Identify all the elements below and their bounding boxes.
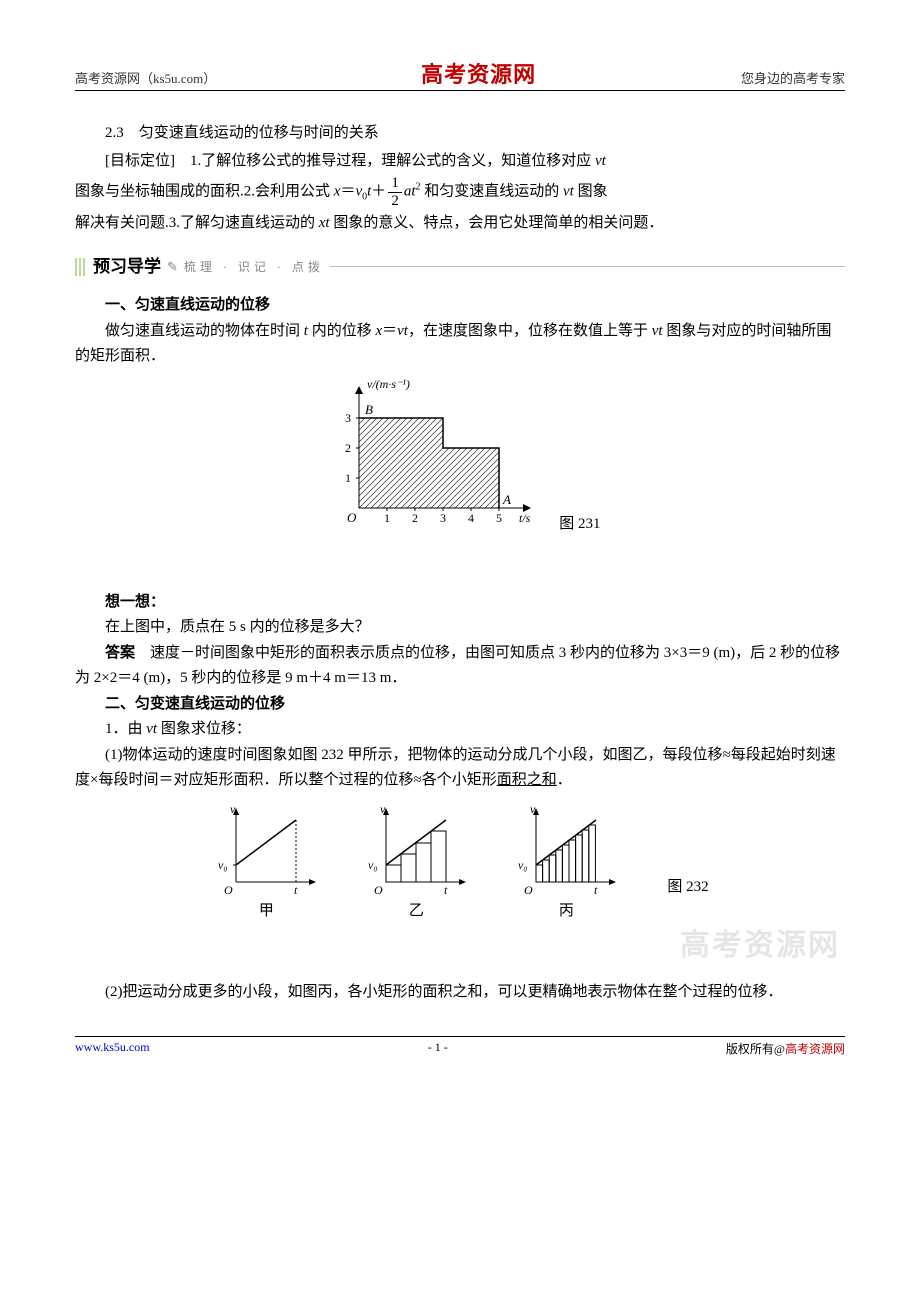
- s2p1: (1)物体运动的速度时间图象如图 232 甲所示，把物体的运动分成几个小段，如图…: [75, 747, 836, 789]
- fig232-svg-1: v v₀ O t: [211, 802, 321, 897]
- goal-text-2: 图象与坐标轴围成的面积.2.会利用公式: [75, 183, 334, 199]
- header-center: 高考资源网: [421, 57, 536, 89]
- footer-right-post: 高考资源网: [785, 1042, 845, 1056]
- pencil-icon: ✎: [167, 256, 178, 278]
- answer-text: 速度－时间图象中矩形的面积表示质点的位移，由图可知质点 3 秒内的位移为 3×3…: [75, 645, 840, 687]
- fig232-svg-2: v v₀ O t: [361, 802, 471, 897]
- band-stripes-icon: [75, 258, 87, 276]
- formula-fraction: 12: [388, 175, 402, 209]
- p2-t: t: [444, 883, 448, 897]
- document-body: 2.3 匀变速直线运动的位移与时间的关系 [目标定位] 1.了解位移公式的推导过…: [75, 121, 845, 1006]
- formula-eq: ＝: [340, 183, 355, 199]
- section-2-line1: 1．由 vt 图象求位移：: [75, 717, 845, 743]
- ytick-3: 3: [345, 411, 351, 425]
- ytick-2: 2: [345, 441, 351, 455]
- goal-it-xt: xt: [319, 215, 330, 231]
- p3-O: O: [524, 883, 533, 897]
- s1d: ，在速度图象中，位移在数值上等于: [408, 323, 652, 339]
- band-tags: 梳理 · 识记 · 点拨: [184, 257, 324, 277]
- footer-right: 版权所有@高考资源网: [726, 1040, 845, 1057]
- p2-O: O: [374, 883, 383, 897]
- xtick-4: 4: [468, 511, 474, 525]
- header-left: 高考资源网（ks5u.com）: [75, 68, 216, 87]
- s2l1-vt: vt: [146, 721, 157, 737]
- header-right: 您身边的高考专家: [741, 68, 845, 87]
- p1-v0: v₀: [218, 858, 228, 872]
- s1a: 做匀速直线运动的物体在时间: [105, 323, 304, 339]
- s2p1-end: ．: [557, 772, 572, 788]
- p1-ylabel: v: [230, 802, 236, 816]
- s1c: ＝: [382, 323, 397, 339]
- fig232-svg-3: v v₀ O t: [511, 802, 621, 897]
- section-2-p1: (1)物体运动的速度时间图象如图 232 甲所示，把物体的运动分成几个小段，如图…: [75, 743, 845, 794]
- goal-text-5: 解决有关问题.3.了解匀速直线运动的: [75, 215, 319, 231]
- answer-label: 答案: [105, 645, 135, 661]
- page-header: 高考资源网（ks5u.com） 高考资源网 您身边的高考专家: [75, 55, 845, 91]
- xtick-5: 5: [496, 511, 502, 525]
- s2p1-underline: 面积之和: [497, 772, 557, 788]
- footer-right-pre: 版权所有: [726, 1042, 774, 1056]
- section-number-title: 2.3 匀变速直线运动的位移与时间的关系: [75, 121, 845, 147]
- frac-den: 2: [388, 193, 402, 210]
- figure-231-caption: 图 231: [559, 512, 600, 538]
- figure-232-caption: 图 232: [667, 875, 708, 901]
- goal-paragraph: [目标定位] 1.了解位移公式的推导过程，理解公式的含义，知道位移对应 vt: [75, 147, 845, 176]
- p2-v0: v₀: [368, 858, 378, 872]
- footer-center: - 1 -: [428, 1040, 448, 1055]
- goal-it-vt-1: vt: [595, 153, 606, 169]
- s1-vt: vt: [397, 323, 408, 339]
- fig232-cap-1: 甲: [211, 899, 321, 925]
- goal-paragraph-3: 解决有关问题.3.了解匀速直线运动的 xt 图象的意义、特点，会用它处理简单的相…: [75, 209, 845, 238]
- section-1-title: 一、匀速直线运动的位移: [75, 293, 845, 319]
- goal-label: [目标定位]: [105, 153, 190, 169]
- p1-t: t: [294, 883, 298, 897]
- p3-v0: v₀: [518, 858, 528, 872]
- svg-text:O: O: [347, 510, 357, 525]
- footer-left: www.ks5u.com: [75, 1040, 150, 1055]
- p1-O: O: [224, 883, 233, 897]
- fig232-panel-2: v v₀ O t 乙: [361, 802, 471, 925]
- s1-vt2: vt: [652, 323, 663, 339]
- point-A-label: A: [502, 492, 511, 507]
- band-line: [330, 266, 845, 267]
- p3-ylabel: v: [530, 802, 536, 816]
- p2-ylabel: v: [380, 802, 386, 816]
- formula-plus: ＋: [371, 183, 386, 199]
- figure-231-svg: 1 2 3 1 2 3 4 5 B A O v/(m·s⁻¹): [319, 378, 549, 538]
- section-1-text: 做匀速直线运动的物体在时间 t 内的位移 x＝vt，在速度图象中，位移在数值上等…: [75, 319, 845, 370]
- y-axis-label: v/(m·s⁻¹): [367, 378, 410, 391]
- goal-text-3: 和匀变速直线运动的: [420, 183, 563, 199]
- fig232-cap-2: 乙: [361, 899, 471, 925]
- section-2-p2: (2)把运动分成更多的小段，如图丙，各小矩形的面积之和，可以更精确地表示物体在整…: [75, 980, 845, 1006]
- footer-right-at: @: [774, 1042, 785, 1056]
- xtick-1: 1: [384, 511, 390, 525]
- point-B-label: B: [365, 402, 373, 417]
- goal-text-1: 1.了解位移公式的推导过程，理解公式的含义，知道位移对应: [190, 153, 595, 169]
- figure-231: 1 2 3 1 2 3 4 5 B A O v/(m·s⁻¹): [75, 378, 845, 538]
- goal-it-vt-2: vt: [563, 183, 574, 199]
- fig232-cap-3: 丙: [511, 899, 621, 925]
- band-title: 预习导学: [93, 253, 161, 282]
- fig232-panel-1: v v₀ O t 甲: [211, 802, 321, 925]
- goal-paragraph-2: 图象与坐标轴围成的面积.2.会利用公式 x＝v0t＋12at2 和匀变速直线运动…: [75, 175, 845, 209]
- goal-text-6: 图象的意义、特点，会用它处理简单的相关问题．: [330, 215, 664, 231]
- x-axis-label: t/s: [519, 511, 531, 525]
- section-2-title: 二、匀变速直线运动的位移: [75, 692, 845, 718]
- s2l1b: 图象求位移：: [157, 721, 251, 737]
- think-title: 想一想：: [75, 590, 845, 616]
- think-question: 在上图中，质点在 5 s 内的位移是多大？: [75, 615, 845, 641]
- frac-num: 1: [388, 175, 402, 193]
- p3-t: t: [594, 883, 598, 897]
- figure-232: v v₀ O t 甲: [75, 802, 845, 925]
- xtick-2: 2: [412, 511, 418, 525]
- page-footer: www.ks5u.com - 1 - 版权所有@高考资源网: [75, 1036, 845, 1057]
- xtick-3: 3: [440, 511, 446, 525]
- fig232-panel-3: v v₀ O t 丙: [511, 802, 621, 925]
- answer-paragraph: 答案 速度－时间图象中矩形的面积表示质点的位移，由图可知质点 3 秒内的位移为 …: [75, 641, 845, 692]
- s1b: 内的位移: [308, 323, 376, 339]
- s2l1a: 1．由: [105, 721, 146, 737]
- ytick-1: 1: [345, 471, 351, 485]
- goal-text-4: 图象: [574, 183, 608, 199]
- preview-study-band: 预习导学 ✎ 梳理 · 识记 · 点拨: [75, 253, 845, 282]
